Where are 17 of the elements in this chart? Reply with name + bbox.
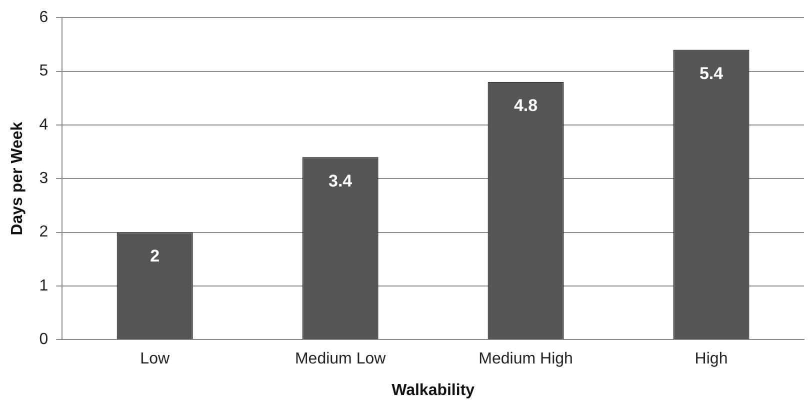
data-label: 3.4 — [328, 171, 353, 190]
y-tick-label: 3 — [39, 170, 48, 188]
x-tick-label: Medium High — [478, 350, 573, 368]
data-label: 4.8 — [514, 96, 538, 116]
x-tick-label: Low — [140, 350, 170, 368]
x-tick-label: High — [694, 350, 728, 368]
x-axis-title: Walkability — [392, 382, 475, 399]
y-tick-label: 1 — [39, 277, 48, 294]
y-tick-label: 5 — [39, 62, 48, 80]
data-label: 5.4 — [699, 64, 724, 83]
y-tick-label: 0 — [39, 331, 48, 348]
data-label: 2 — [150, 246, 160, 266]
y-tick-label: 6 — [39, 9, 48, 26]
y-axis-title: Days per Week — [9, 122, 26, 236]
x-tick-label: Medium Low — [294, 350, 386, 368]
y-tick-label: 2 — [39, 224, 48, 241]
y-tick-label: 4 — [39, 116, 48, 134]
